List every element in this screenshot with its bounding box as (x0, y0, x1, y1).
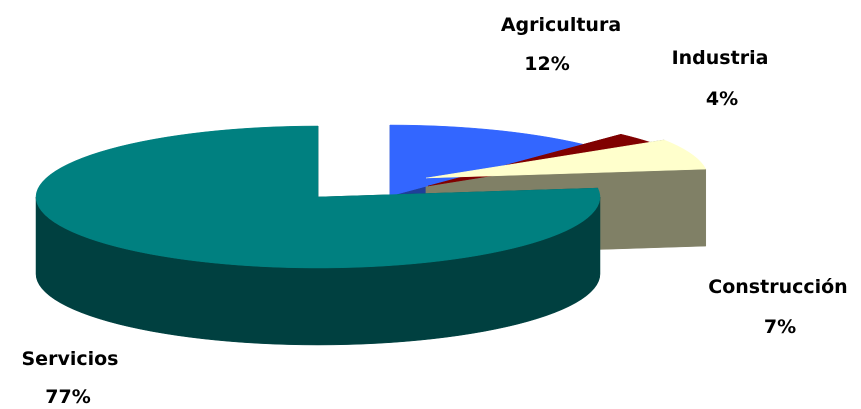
pie-slice-agricultura (389, 124, 584, 197)
pie-slice-servicios (35, 125, 601, 269)
pie-slice-construccion (425, 139, 707, 179)
slice-label-servicios-name: Servicios (22, 348, 119, 370)
slice-label-agricultura-value: 12% (524, 53, 569, 75)
pie-tops (35, 124, 707, 269)
slice-label-agricultura-name: Agricultura (501, 14, 621, 36)
slice-label-industria-name: Industria (672, 47, 769, 69)
slice-label-industria-value: 4% (706, 88, 738, 110)
slice-label-servicios-value: 77% (45, 386, 90, 408)
slice-label-construccion-name: Construcción (708, 276, 847, 298)
slice-label-construccion-value: 7% (764, 316, 796, 338)
